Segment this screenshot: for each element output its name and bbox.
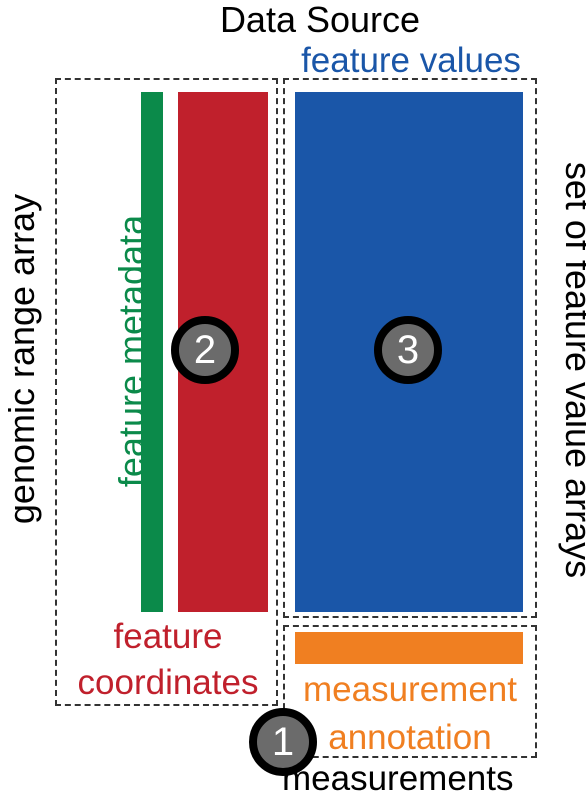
genomic-range-array-box — [55, 78, 278, 706]
feature-metadata-bar — [141, 92, 163, 612]
badge-two: 2 — [171, 316, 239, 384]
badge-three: 3 — [374, 316, 442, 384]
measurements-label: measurements — [282, 759, 514, 798]
feature-coordinates-label: feature coordinates — [58, 614, 278, 706]
feature-value-arrays-label: set of feature value arrays — [558, 161, 586, 579]
feature-metadata-label: feature metadata — [111, 214, 152, 488]
genomic-range-array-label: genomic range array — [1, 193, 42, 525]
data-source-title: Data Source — [219, 0, 421, 40]
feature-coordinates-line2: coordinates — [77, 663, 259, 702]
measurements-box — [283, 625, 537, 758]
feature-values-label: feature values — [301, 41, 521, 80]
measurement-annotation-bar — [295, 632, 523, 664]
measurement-annotation-line1: measurement — [303, 670, 517, 709]
measurement-annotation-line2: annotation — [328, 718, 492, 757]
feature-value-arrays-box — [283, 78, 537, 618]
badge-one: 1 — [249, 708, 317, 776]
measurement-annotation-label: measurement annotation — [283, 666, 537, 762]
feature-coordinates-line1: feature — [113, 617, 223, 656]
